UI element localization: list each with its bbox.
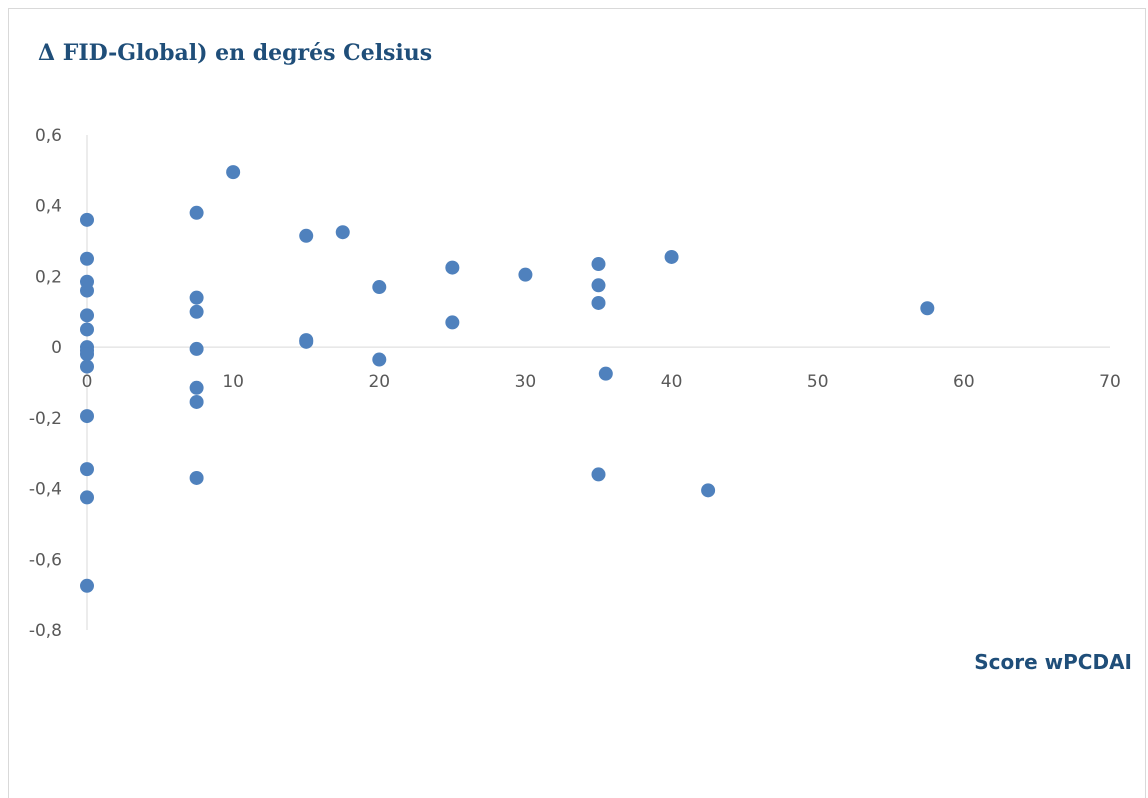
x-tick-labels: 0 10 20 30 40 50 60 70	[82, 372, 1121, 392]
x-tick-label: 30	[515, 372, 537, 392]
data-point	[335, 225, 350, 240]
data-point	[299, 228, 314, 243]
data-point	[189, 380, 204, 395]
data-point	[80, 308, 94, 323]
data-point	[664, 249, 679, 264]
data-point	[80, 578, 94, 593]
x-tick-label: 20	[368, 372, 390, 392]
y-tick-label: -0,2	[29, 409, 62, 429]
x-tick-label: 60	[953, 372, 975, 392]
data-point	[80, 251, 94, 266]
data-point	[189, 304, 204, 319]
data-point	[80, 359, 94, 374]
data-point	[189, 394, 204, 409]
x-axis-label: Score wPCDAI	[974, 650, 1132, 674]
y-tick-label: 0,6	[35, 126, 62, 146]
data-point	[445, 315, 460, 330]
data-point	[226, 165, 241, 180]
x-tick-label: 70	[1099, 372, 1121, 392]
data-point	[591, 257, 606, 272]
data-point	[920, 301, 935, 316]
data-point	[189, 290, 204, 305]
data-point	[591, 295, 606, 310]
data-point	[445, 260, 460, 275]
data-point	[598, 366, 613, 381]
data-point	[372, 352, 387, 367]
x-tick-label: 40	[661, 372, 683, 392]
data-point	[80, 490, 94, 505]
data-point	[80, 347, 94, 362]
y-tick-labels: 0,6 0,4 0,2 0 -0,2 -0,4 -0,6 -0,8	[29, 126, 62, 641]
data-point	[80, 322, 94, 337]
y-tick-label: 0	[51, 338, 62, 358]
chart-frame	[8, 8, 1146, 798]
data-point	[189, 205, 204, 220]
data-point	[189, 341, 204, 356]
data-point	[80, 462, 94, 477]
data-point	[372, 280, 387, 295]
data-point	[80, 212, 94, 227]
data-point	[591, 278, 606, 293]
x-tick-label: 10	[222, 372, 244, 392]
y-tick-label: 0,4	[35, 197, 62, 217]
y-tick-label: 0,2	[35, 267, 62, 287]
chart-title: Δ FID-Global) en degrés Celsius	[38, 40, 433, 66]
data-point	[189, 470, 204, 485]
x-tick-label: 0	[82, 372, 93, 392]
data-points	[80, 165, 935, 593]
y-tick-label: -0,6	[29, 550, 62, 570]
data-point	[518, 267, 533, 282]
y-tick-label: -0,8	[29, 621, 62, 641]
data-point	[701, 483, 716, 498]
x-tick-label: 50	[807, 372, 829, 392]
data-point	[299, 334, 314, 349]
data-point	[80, 283, 94, 298]
data-point	[80, 409, 94, 424]
y-tick-label: -0,4	[29, 480, 62, 500]
data-point	[591, 467, 606, 482]
